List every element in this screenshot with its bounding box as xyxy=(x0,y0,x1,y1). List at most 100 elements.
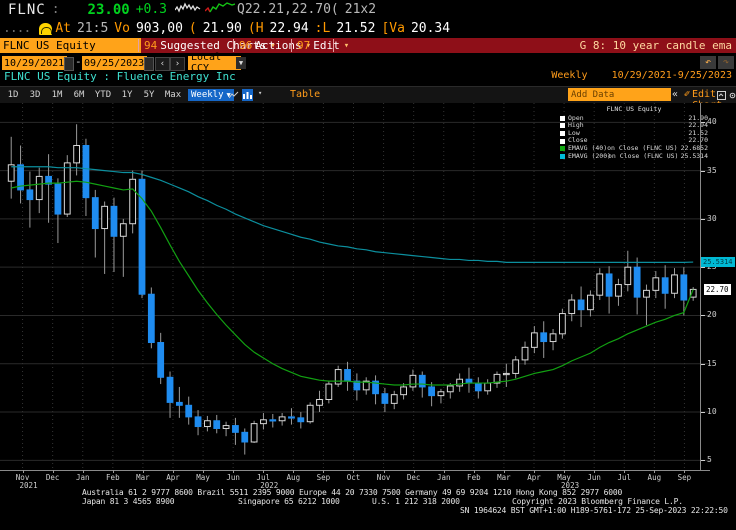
chart-plot-area[interactable]: FLNC US Equity Open 21.90 High 22.94 Low 21.5… xyxy=(0,103,736,470)
add-data-input[interactable]: Add Data xyxy=(568,88,671,101)
x-year-label: 2021 xyxy=(19,481,38,490)
legend-row: High 22.94 xyxy=(560,122,708,130)
leading-dots: .... xyxy=(3,21,31,36)
period-ytd[interactable]: YTD xyxy=(94,90,112,100)
vwap-label: [Va xyxy=(381,21,405,36)
low-label: :L xyxy=(314,21,331,36)
undo-button[interactable]: ↶ xyxy=(700,56,716,69)
security-input[interactable]: FLNC US Equity xyxy=(0,38,141,53)
x-tick-label: Feb xyxy=(106,473,120,482)
bar-chart-icon[interactable] xyxy=(242,89,253,101)
vwap-value: 20.34 xyxy=(410,21,451,36)
interval-selector[interactable]: Weekly ▼ xyxy=(188,89,234,101)
open-value: 21.90 xyxy=(202,21,242,36)
period-1m[interactable]: 1M xyxy=(51,90,63,100)
period-1y[interactable]: 1Y xyxy=(121,90,133,100)
start-date-input[interactable]: 10/29/2021 xyxy=(2,56,67,70)
y-tick-mark xyxy=(701,170,705,172)
ticker-symbol[interactable]: FLNC xyxy=(8,1,46,18)
alert-bell-icon[interactable] xyxy=(39,22,53,35)
x-tick-mark xyxy=(473,470,475,473)
y-tick-label: 5 xyxy=(707,455,712,465)
period-max[interactable]: Max xyxy=(164,90,182,100)
ticker-quote-size: 21x2 xyxy=(344,2,377,17)
export-icon[interactable] xyxy=(716,89,727,101)
start-calendar-icon[interactable] xyxy=(64,57,74,71)
x-tick-mark xyxy=(22,470,24,473)
range-period: Weekly xyxy=(551,70,588,81)
ticker-line-secondary: .... At 21:5 Vo 903,00 ( 21.90 (H 22.94 … xyxy=(0,19,736,38)
footer-line-1: Australia 61 2 9777 8600 Brazil 5511 239… xyxy=(82,488,623,497)
command-bar: FLNC US Equity 94 Suggested Charts ▾ 96 … xyxy=(0,38,736,53)
chevron-down-icon: ▼ xyxy=(226,91,231,99)
collapse-icon[interactable]: « xyxy=(672,89,679,100)
redo-button[interactable]: ↷ xyxy=(718,56,734,69)
period-6m[interactable]: 6M xyxy=(73,90,85,100)
x-tick-label: Sep xyxy=(677,473,692,482)
footer-session-info: SN 1964624 BST GMT+1:00 H189-5761-172 25… xyxy=(460,506,728,515)
legend-row: EMAVG (200) on Close (FLNC US) 25.5314 xyxy=(560,151,708,161)
date-separator: - xyxy=(75,55,82,68)
sparkline-color-icon xyxy=(204,1,236,18)
x-tick-mark xyxy=(684,470,686,473)
legend-series-name: High xyxy=(568,121,584,130)
security-description: FLNC US Equity : Fluence Energy Inc xyxy=(4,70,236,83)
pencil-icon[interactable]: ✐ xyxy=(684,89,691,100)
x-tick-label: Nov xyxy=(15,473,30,482)
prev-period-button[interactable]: ‹ xyxy=(155,57,170,71)
legend-title: FLNC US Equity xyxy=(606,105,662,113)
legend-swatch xyxy=(560,153,565,159)
legend-rows: Open 21.90 High 22.94 Low 21.52 Close 22.70 EMAV… xyxy=(560,113,708,161)
menu-actions[interactable]: 96 Actions ▾ xyxy=(235,38,315,53)
x-tick-label: Oct xyxy=(346,473,361,482)
legend-series-name: Open xyxy=(568,113,584,122)
currency-selector[interactable]: Local CCY xyxy=(188,52,241,74)
next-period-button[interactable]: › xyxy=(170,57,185,71)
volume-label: Vo xyxy=(114,21,130,36)
end-calendar-icon[interactable] xyxy=(144,57,154,71)
chevron-down-icon: ▾ xyxy=(270,40,276,51)
gear-icon[interactable] xyxy=(727,89,736,101)
end-date-input[interactable]: 09/25/2023 xyxy=(82,56,147,70)
x-year-label: 2022 xyxy=(260,481,279,490)
legend-series-value: 25.5314 xyxy=(680,151,708,160)
y-tick-label: 10 xyxy=(707,407,717,417)
ticker-colon: : xyxy=(51,2,60,17)
chart-legend: FLNC US Equity Open 21.90 High 22.94 Low 21.5… xyxy=(560,105,708,161)
at-label: At xyxy=(55,21,71,36)
y-tick-label: 20 xyxy=(707,310,717,320)
footer-copyright: Copyright 2023 Bloomberg Finance L.P. xyxy=(512,497,683,506)
x-tick-label: Dec xyxy=(406,473,421,482)
y-tick-label: 15 xyxy=(707,358,717,368)
currency-dropdown-icon[interactable]: ▼ xyxy=(236,57,246,69)
legend-swatch xyxy=(560,131,565,137)
menu-suggested-charts[interactable]: 94 Suggested Charts ▾ xyxy=(140,38,280,53)
function-title: G 8: 10 year candle ema xyxy=(579,39,732,52)
footer-singapore: Singapore 65 6212 1000 xyxy=(238,497,340,506)
price-axis[interactable]: 510152025303540 25.5314 22.70 xyxy=(700,103,736,470)
line-chart-icon[interactable] xyxy=(228,89,239,101)
y-tick-label: 40 xyxy=(707,117,717,127)
y-tick-mark xyxy=(701,122,705,124)
x-tick-label: Jun xyxy=(226,473,240,482)
table-button[interactable]: Table xyxy=(290,89,321,100)
legend-row: Open 21.90 xyxy=(560,113,708,123)
x-tick-label: Sep xyxy=(316,473,331,482)
chevron-down-icon: ▾ xyxy=(343,40,350,51)
x-tick-label: May xyxy=(557,473,571,482)
legend-series-name: EMAVG (40) xyxy=(568,143,608,152)
open-label: ( xyxy=(188,21,197,36)
period-1d[interactable]: 1D xyxy=(7,90,19,100)
legend-series-value: 21.52 xyxy=(688,128,708,137)
chart-type-dropdown-icon[interactable]: ▾ xyxy=(258,89,263,97)
legend-series-detail: on Close (FLNC US) xyxy=(607,143,678,152)
legend-series-detail: on Close (FLNC US) xyxy=(608,151,679,160)
x-year-label: 2023 xyxy=(561,481,580,490)
chevron-down-icon: ▾ xyxy=(305,40,312,51)
x-tick-label: May xyxy=(196,473,210,482)
menu-edit[interactable]: 97 Edit ▾ xyxy=(293,38,353,53)
x-tick-mark xyxy=(142,470,144,473)
period-3d[interactable]: 3D xyxy=(29,90,41,100)
period-5y[interactable]: 5Y xyxy=(143,90,155,100)
